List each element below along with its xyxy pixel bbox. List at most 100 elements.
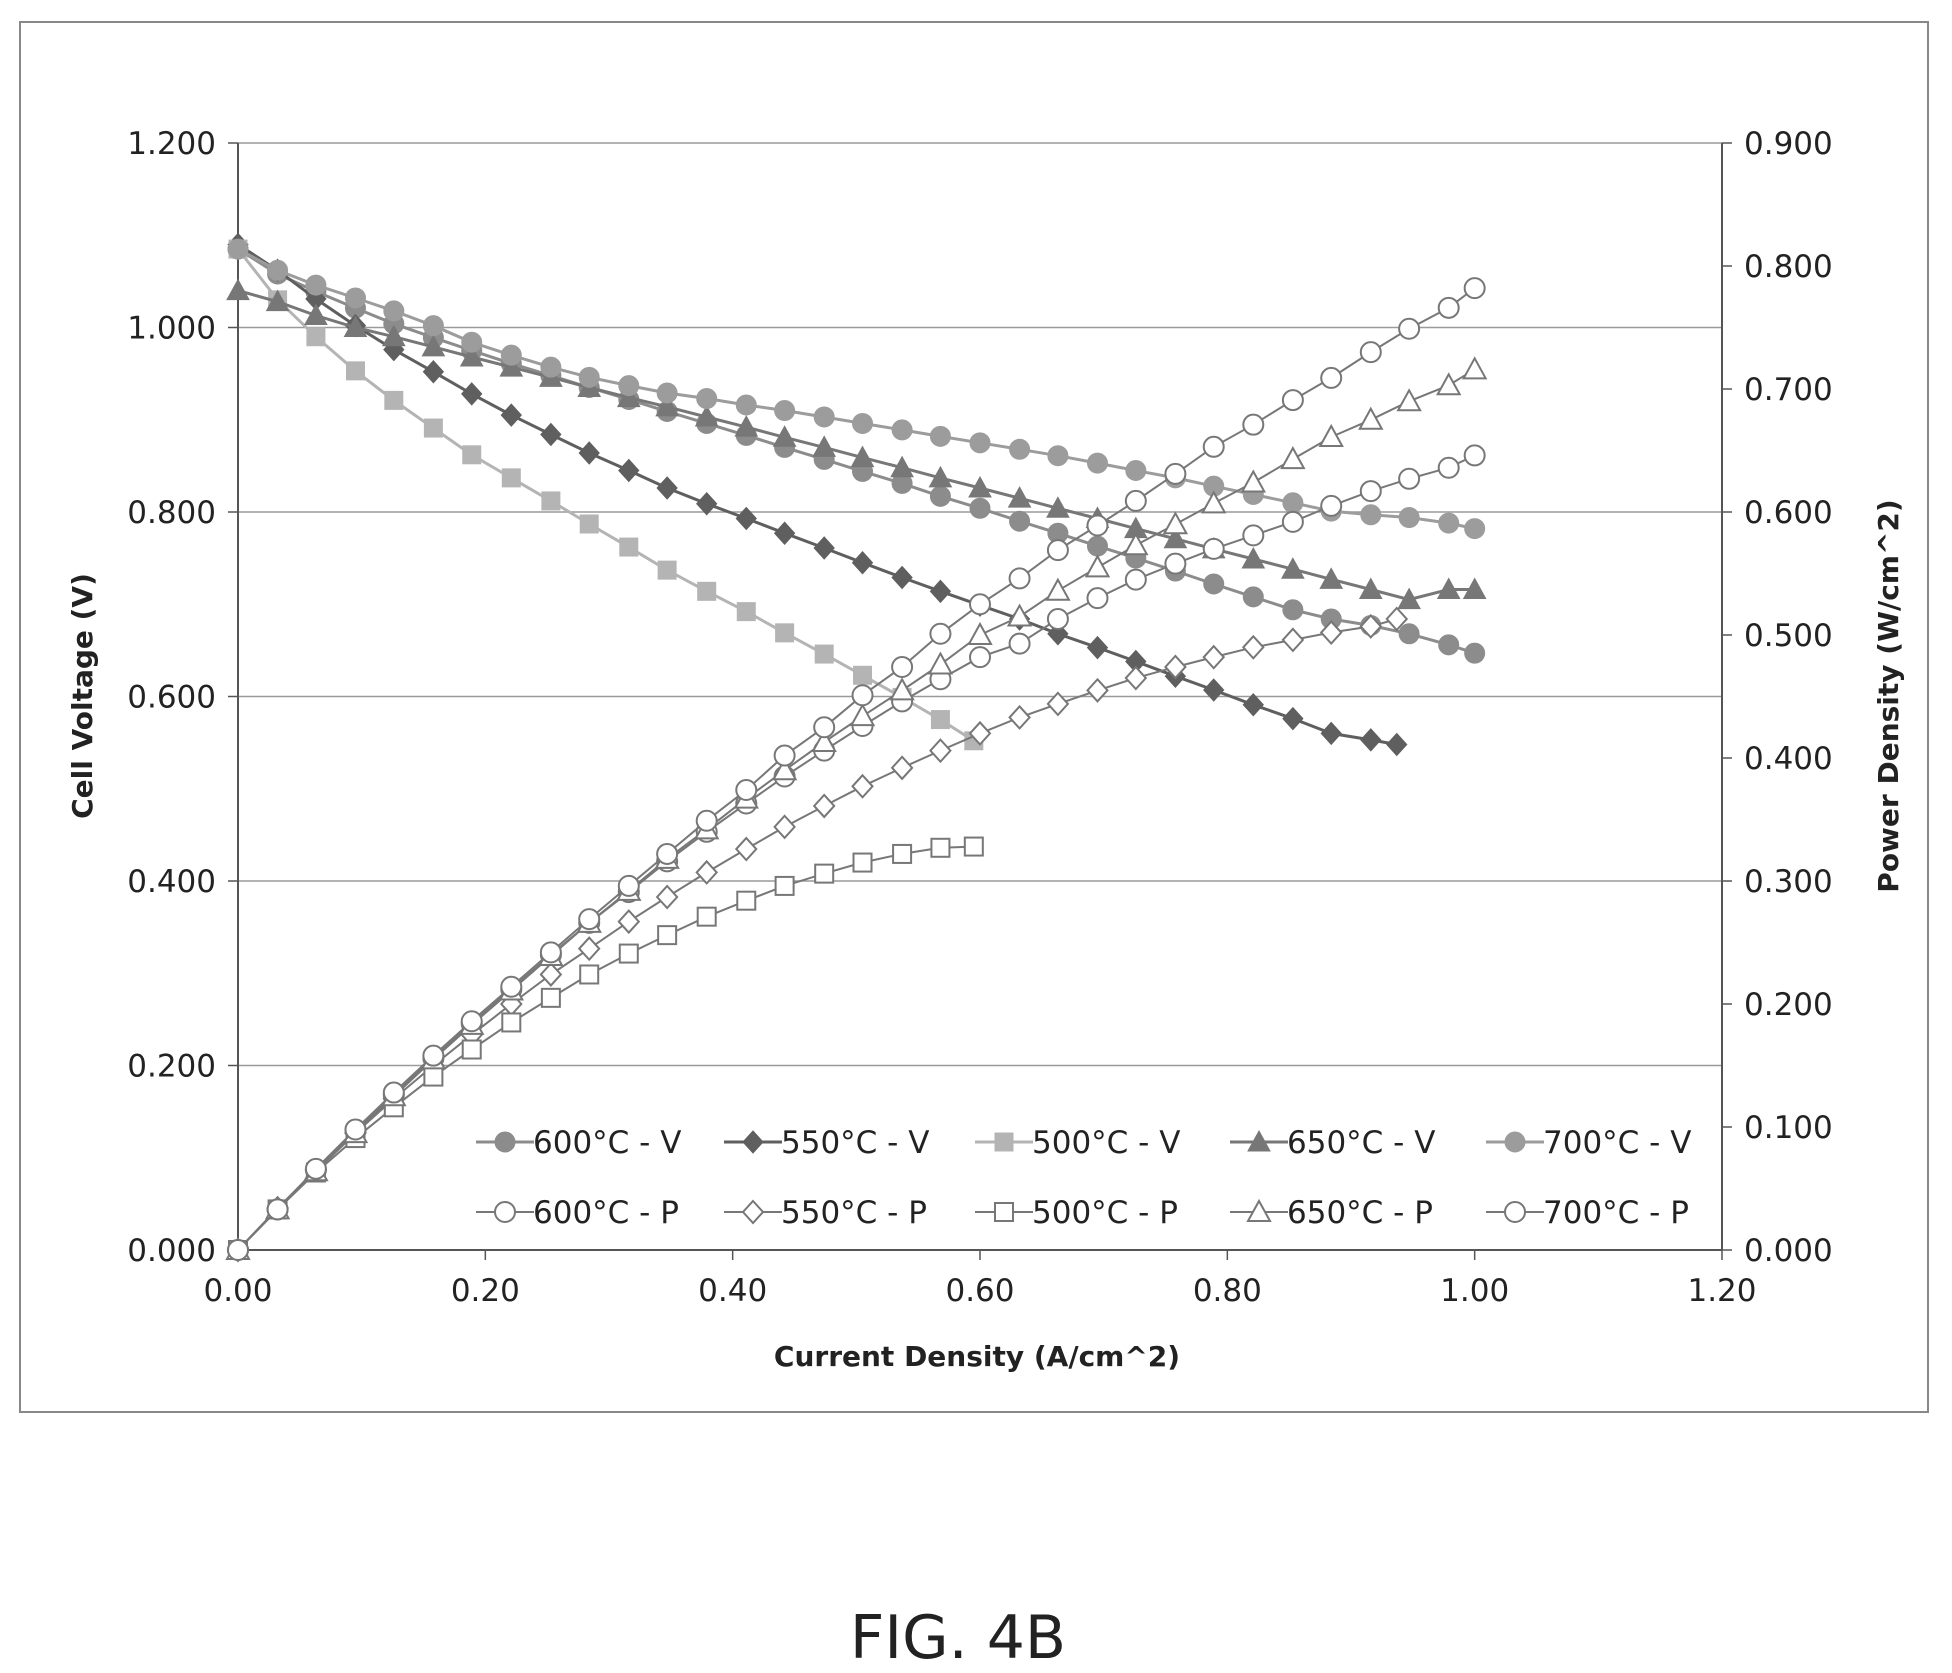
- data-point: [771, 757, 798, 781]
- data-point: [969, 593, 991, 616]
- data-point: [1320, 721, 1342, 746]
- data-point: [696, 388, 718, 410]
- legend-item-550c-v: 550°C - V: [724, 1125, 929, 1161]
- y-tick-label: 0.800: [127, 495, 216, 531]
- data-point: [539, 961, 563, 987]
- data-point: [772, 425, 797, 447]
- data-point: [500, 975, 523, 998]
- x-tick-label: 0.60: [945, 1273, 1014, 1309]
- data-point: [618, 375, 640, 397]
- data-point: [1046, 539, 1069, 562]
- data-point: [459, 344, 484, 367]
- data-point: [266, 1198, 289, 1221]
- data-point: [891, 655, 914, 678]
- data-point: [1281, 627, 1305, 653]
- data-point: [929, 579, 952, 604]
- data-point: [891, 565, 913, 590]
- data-point: [1242, 693, 1264, 717]
- data-point: [267, 259, 289, 281]
- data-point: [1202, 644, 1226, 670]
- data-point: [1462, 577, 1487, 599]
- data-point: [1086, 535, 1108, 557]
- legend-label: 700°C - P: [1543, 1195, 1689, 1231]
- data-point: [774, 875, 795, 896]
- data-point: [851, 550, 874, 575]
- grid: [238, 142, 1722, 1067]
- data-point: [422, 1044, 445, 1067]
- data-point: [851, 773, 874, 799]
- data-point: [540, 987, 561, 1008]
- data-point: [735, 394, 757, 416]
- data-point: [656, 476, 678, 500]
- data-point: [343, 315, 368, 337]
- data-point: [619, 537, 639, 557]
- data-point: [1463, 277, 1486, 300]
- legend-marker: [1504, 1131, 1526, 1153]
- data-point: [577, 936, 601, 962]
- data-point: [774, 400, 796, 422]
- data-point: [736, 890, 757, 911]
- data-point: [1398, 467, 1421, 490]
- data-point: [618, 943, 639, 964]
- data-point: [500, 403, 522, 427]
- legend-marker: [494, 1201, 516, 1223]
- data-point: [227, 238, 249, 260]
- y2-tick-label: 0.800: [1744, 249, 1833, 285]
- data-point: [1463, 444, 1486, 467]
- data-point: [1203, 678, 1225, 702]
- data-point: [1319, 620, 1343, 646]
- legend-item-600c-p: 600°C - P: [476, 1195, 679, 1231]
- legend-marker: [994, 1202, 1014, 1222]
- data-point: [849, 703, 876, 727]
- y2-tick-label: 0.000: [1744, 1233, 1833, 1269]
- x-tick-label: 0.00: [203, 1273, 272, 1309]
- data-point: [1125, 459, 1147, 481]
- data-point: [1164, 462, 1187, 485]
- data-point: [304, 1157, 327, 1180]
- data-point: [734, 415, 759, 437]
- data-point: [655, 884, 679, 910]
- data-point: [930, 710, 950, 730]
- data-point: [1086, 452, 1108, 474]
- data-point: [461, 1039, 482, 1060]
- data-point: [1461, 356, 1488, 380]
- legend-label: 500°C - P: [1032, 1195, 1178, 1231]
- data-point: [773, 744, 796, 767]
- data-point: [423, 1066, 444, 1087]
- legend-marker: [1247, 1129, 1271, 1152]
- data-point: [814, 863, 835, 884]
- x-axis-title: Current Density (A/cm^2): [774, 1340, 1180, 1373]
- y2-tick-label: 0.700: [1744, 372, 1833, 408]
- data-point: [1124, 665, 1148, 691]
- data-point: [1009, 510, 1031, 532]
- legend-label: 500°C - V: [1032, 1125, 1180, 1161]
- data-point: [1437, 456, 1460, 479]
- data-point: [1281, 389, 1304, 412]
- data-point: [540, 356, 562, 378]
- data-point: [306, 327, 326, 347]
- data-point: [734, 836, 758, 862]
- data-point: [813, 536, 835, 560]
- data-point: [461, 382, 483, 406]
- data-point: [1360, 728, 1382, 752]
- data-point: [1282, 599, 1304, 621]
- data-point: [735, 506, 757, 531]
- data-point: [1320, 366, 1343, 389]
- legend-label: 550°C - P: [781, 1195, 927, 1231]
- data-point: [657, 560, 677, 580]
- data-point: [811, 728, 837, 753]
- legend-label: 600°C - P: [533, 1195, 679, 1231]
- data-point: [305, 274, 327, 296]
- data-point: [1242, 413, 1265, 436]
- legend-marker: [741, 1199, 765, 1225]
- data-point: [1359, 613, 1383, 639]
- data-point: [696, 906, 717, 927]
- data-point: [1360, 504, 1382, 526]
- data-point: [1319, 567, 1344, 589]
- data-point: [695, 809, 718, 832]
- legend-marker: [1504, 1201, 1526, 1223]
- data-point: [773, 521, 796, 545]
- data-point: [812, 435, 837, 457]
- data-point: [929, 425, 951, 447]
